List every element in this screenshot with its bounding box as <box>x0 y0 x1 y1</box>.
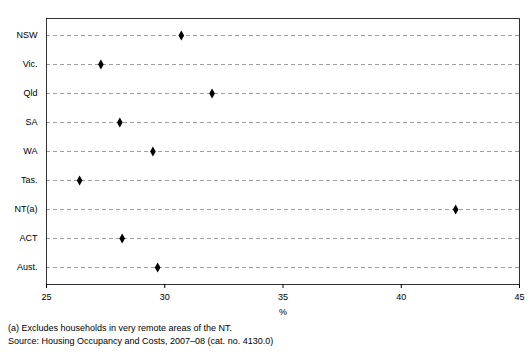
svg-text:Vic.: Vic. <box>23 59 38 69</box>
svg-text:Aust.: Aust. <box>17 262 38 272</box>
svg-text:25: 25 <box>41 292 51 302</box>
svg-text:40: 40 <box>396 292 406 302</box>
svg-text:Tas.: Tas. <box>21 175 38 185</box>
svg-text:45: 45 <box>514 292 524 302</box>
svg-text:30: 30 <box>160 292 170 302</box>
svg-text:ACT: ACT <box>20 233 39 243</box>
html-text:(a) Excludes households in ver: (a) Excludes households in very remote a… <box>8 323 233 333</box>
html-text:Source: Housing Occupancy and: Source: Housing Occupancy and Costs, 200… <box>8 336 274 346</box>
svg-text:NT(a): NT(a) <box>15 204 38 214</box>
svg-text:%: % <box>279 307 287 317</box>
svg-text:35: 35 <box>278 292 288 302</box>
svg-text:NSW: NSW <box>17 30 39 40</box>
svg-text:Qld: Qld <box>23 88 37 98</box>
svg-text:SA: SA <box>25 117 37 127</box>
svg-text:WA: WA <box>23 146 37 156</box>
